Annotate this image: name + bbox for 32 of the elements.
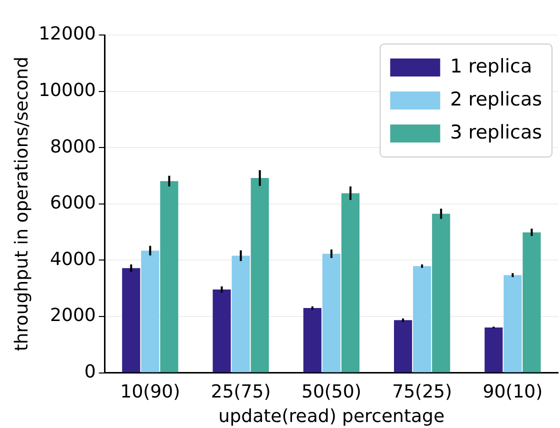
bar [122, 268, 140, 372]
bar [341, 193, 360, 372]
y-tick-label: 6000 [50, 192, 96, 214]
bar [232, 256, 250, 372]
bar [484, 327, 503, 372]
y-tick-label: 0 [84, 361, 96, 382]
bar [504, 275, 522, 372]
bar [141, 250, 160, 372]
y-tick-label: 8000 [50, 136, 96, 158]
y-tick-label: 12000 [38, 24, 96, 45]
x-tick-label: 75(25) [392, 381, 452, 402]
legend-label: 3 replicas [450, 121, 542, 144]
x-tick-label: 10(90) [120, 381, 180, 402]
y-tick-label: 2000 [50, 305, 96, 326]
x-tick-label: 25(75) [210, 381, 271, 402]
y-axis-title: throughput in operations/second [11, 56, 32, 352]
bar [212, 289, 231, 372]
bar [432, 214, 450, 372]
legend-label: 2 replicas [450, 88, 542, 110]
bar [394, 320, 412, 372]
bar [303, 308, 322, 372]
y-tick-label: 10000 [38, 80, 96, 101]
bar [160, 181, 178, 372]
x-tick-label: 50(50) [302, 381, 362, 402]
y-tick-label: 4000 [50, 248, 96, 270]
bar [522, 232, 541, 372]
bar [413, 266, 432, 372]
x-tick-label: 90(10) [482, 381, 543, 402]
bar [250, 178, 269, 372]
x-axis-title: update(read) percentage [218, 406, 445, 427]
bar [322, 254, 340, 372]
legend-label: 1 replica [450, 55, 532, 78]
